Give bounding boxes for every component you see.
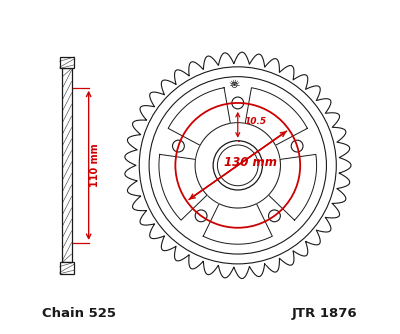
Polygon shape [125, 52, 351, 279]
Circle shape [291, 140, 303, 152]
Text: Chain 525: Chain 525 [42, 307, 116, 320]
Circle shape [232, 97, 244, 109]
Circle shape [268, 210, 280, 222]
Polygon shape [245, 88, 307, 145]
Bar [60, 262, 74, 274]
Text: 110 mm: 110 mm [90, 144, 100, 187]
Polygon shape [159, 154, 207, 220]
Circle shape [172, 140, 184, 152]
Polygon shape [203, 204, 272, 244]
Bar [62, 68, 72, 262]
Circle shape [195, 210, 207, 222]
Polygon shape [168, 88, 230, 145]
Text: 10.5: 10.5 [245, 117, 267, 126]
Polygon shape [268, 154, 316, 220]
Text: JTR 1876: JTR 1876 [292, 307, 358, 320]
Bar [60, 57, 74, 68]
Circle shape [213, 141, 262, 190]
Text: 130 mm: 130 mm [224, 156, 278, 169]
